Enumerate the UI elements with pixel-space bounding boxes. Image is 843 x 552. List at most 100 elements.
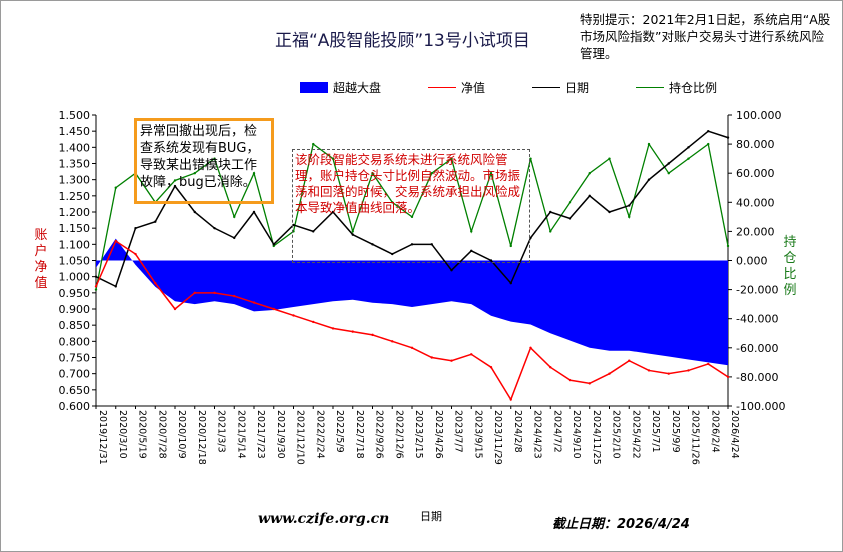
series-line-date-point: [331, 210, 335, 214]
series-line-nav-point: [213, 291, 216, 295]
series-line-date-point: [272, 243, 275, 246]
series-line-position-point: [726, 244, 730, 248]
series-line-position-point: [430, 172, 433, 175]
series-line-nav-point: [549, 366, 552, 369]
x-tick-label: 2021/9/30: [275, 410, 286, 459]
legend-swatch-nav: [428, 87, 456, 88]
series-line-date-point: [213, 226, 216, 230]
legend-label-date: 日期: [565, 81, 590, 95]
legend-swatch-position: [636, 87, 664, 88]
x-tick-label: 2023/9/15: [472, 410, 483, 459]
series-line-position-point: [94, 288, 98, 291]
y-tick-label-right: -40.000: [736, 313, 778, 326]
series-line-nav-point: [687, 369, 690, 372]
annotation-dashed-box: 该阶段智能交易系统未进行系统风险管理，账户持仓头寸比例自然波动。市场振荡和回落的…: [292, 149, 530, 263]
series-line-position-point: [489, 172, 493, 175]
legend-label-area: 超越大盘: [333, 81, 382, 95]
legend-label-nav: 净值: [461, 81, 486, 95]
x-tick-label: 2020/12/18: [196, 410, 207, 465]
series-line-nav-point: [450, 359, 453, 362]
series-line-nav-point: [529, 346, 532, 349]
series-line-date-point: [588, 194, 591, 198]
y-tick-label-left: 1.250: [59, 190, 91, 203]
series-line-nav-point: [470, 353, 473, 356]
y-tick-label-right: 100.000: [736, 109, 782, 122]
x-tick-label: 2022/12/6: [393, 410, 404, 459]
x-tick-label: 2022/2/24: [314, 410, 325, 459]
series-line-position-point: [312, 142, 315, 146]
x-tick-label: 2023/4/26: [433, 410, 444, 459]
series-line-nav-point: [726, 375, 730, 379]
series-line-date-point: [450, 269, 453, 272]
legend-item-area: 超越大盘: [300, 79, 381, 96]
series-line-nav-point: [568, 378, 572, 382]
series-line-nav-point: [410, 346, 414, 349]
series-line-nav-point: [252, 301, 256, 304]
y-tick-label-left: 0.650: [59, 384, 91, 397]
x-tick-label: 2024/11/25: [591, 410, 602, 465]
legend-swatch-date: [532, 87, 560, 88]
series-line-nav-point: [509, 398, 512, 401]
y-tick-label-left: 1.300: [59, 174, 91, 187]
y-tick-label-right: -80.000: [736, 371, 778, 384]
x-tick-label: 2024/2/8: [512, 410, 523, 453]
series-line-date-point: [628, 204, 631, 207]
y-tick-label-right: 80.000: [736, 138, 775, 151]
series-line-position-point: [114, 186, 117, 189]
series-line-date-point: [391, 252, 394, 256]
x-tick-label: 2020/3/10: [117, 410, 128, 459]
legend-item-date: 日期: [532, 79, 589, 96]
y-axis-right-label: 持仓比例: [783, 235, 797, 298]
x-tick-label: 2026/2/4: [709, 410, 720, 453]
y-tick-label-left: 1.100: [59, 238, 91, 251]
series-line-nav-point: [114, 239, 117, 243]
series-line-position-point: [568, 201, 572, 204]
series-line-nav-point: [154, 281, 157, 285]
series-line-position-point: [667, 172, 670, 175]
series-line-position-point: [371, 172, 374, 175]
series-line-date-point: [470, 249, 473, 252]
series-line-nav-point: [391, 340, 394, 343]
series-line-position-point: [549, 230, 552, 233]
series-line-date-point: [371, 243, 374, 246]
series-line-date-point: [410, 243, 414, 246]
series-area-outperform: [96, 238, 728, 366]
annotation-orange-box: 异常回撤出现后，检查系统发现有BUG，导致某出错模块工作故障，bug已消除。: [134, 118, 274, 204]
series-line-position-point: [391, 201, 394, 204]
series-line-nav-point: [193, 291, 196, 295]
series-line-position-point: [628, 215, 631, 219]
y-tick-label-right: 0.000: [736, 255, 768, 268]
x-tick-label: 2022/7/18: [354, 410, 365, 459]
series-line-date-point: [549, 210, 552, 214]
series-line-position-point: [608, 157, 611, 160]
y-tick-label-right: 40.000: [736, 196, 775, 209]
series-line-position-point: [687, 157, 690, 160]
y-tick-label-right: -100.000: [736, 400, 785, 413]
series-line-nav-point: [489, 366, 493, 369]
series-line-position-point: [252, 172, 256, 175]
x-tick-label: 2025/2/10: [611, 410, 622, 459]
series-line-date-point: [173, 184, 177, 188]
y-tick-label-left: 1.050: [59, 255, 91, 268]
y-tick-label-left: 1.400: [59, 141, 91, 154]
x-tick-label: 2022/5/9: [334, 410, 345, 453]
series-line-position-point: [233, 215, 236, 219]
y-tick-label-right: -20.000: [736, 284, 778, 297]
series-line-date-point: [568, 217, 572, 220]
y-tick-label-left: 1.200: [59, 206, 91, 219]
x-tick-label: 2025/7/1: [650, 410, 661, 453]
series-line-date-point: [252, 210, 256, 214]
series-line-position-point: [173, 179, 177, 182]
series-line-position-point: [647, 142, 651, 146]
y-tick-label-left: 0.700: [59, 368, 91, 381]
x-tick-label: 2024/4/23: [532, 410, 543, 459]
series-line-date-point: [233, 236, 236, 240]
series-line-position-point: [331, 157, 335, 160]
series-line-position-point: [588, 172, 591, 175]
legend-item-position: 持仓比例: [636, 79, 717, 96]
x-tick-label: 2019/12/31: [97, 410, 108, 465]
series-line-position-point: [707, 142, 710, 146]
series-line-nav-point: [94, 285, 98, 288]
chart-title: 正福“A股智能投顾”13号小试项目: [275, 31, 530, 51]
